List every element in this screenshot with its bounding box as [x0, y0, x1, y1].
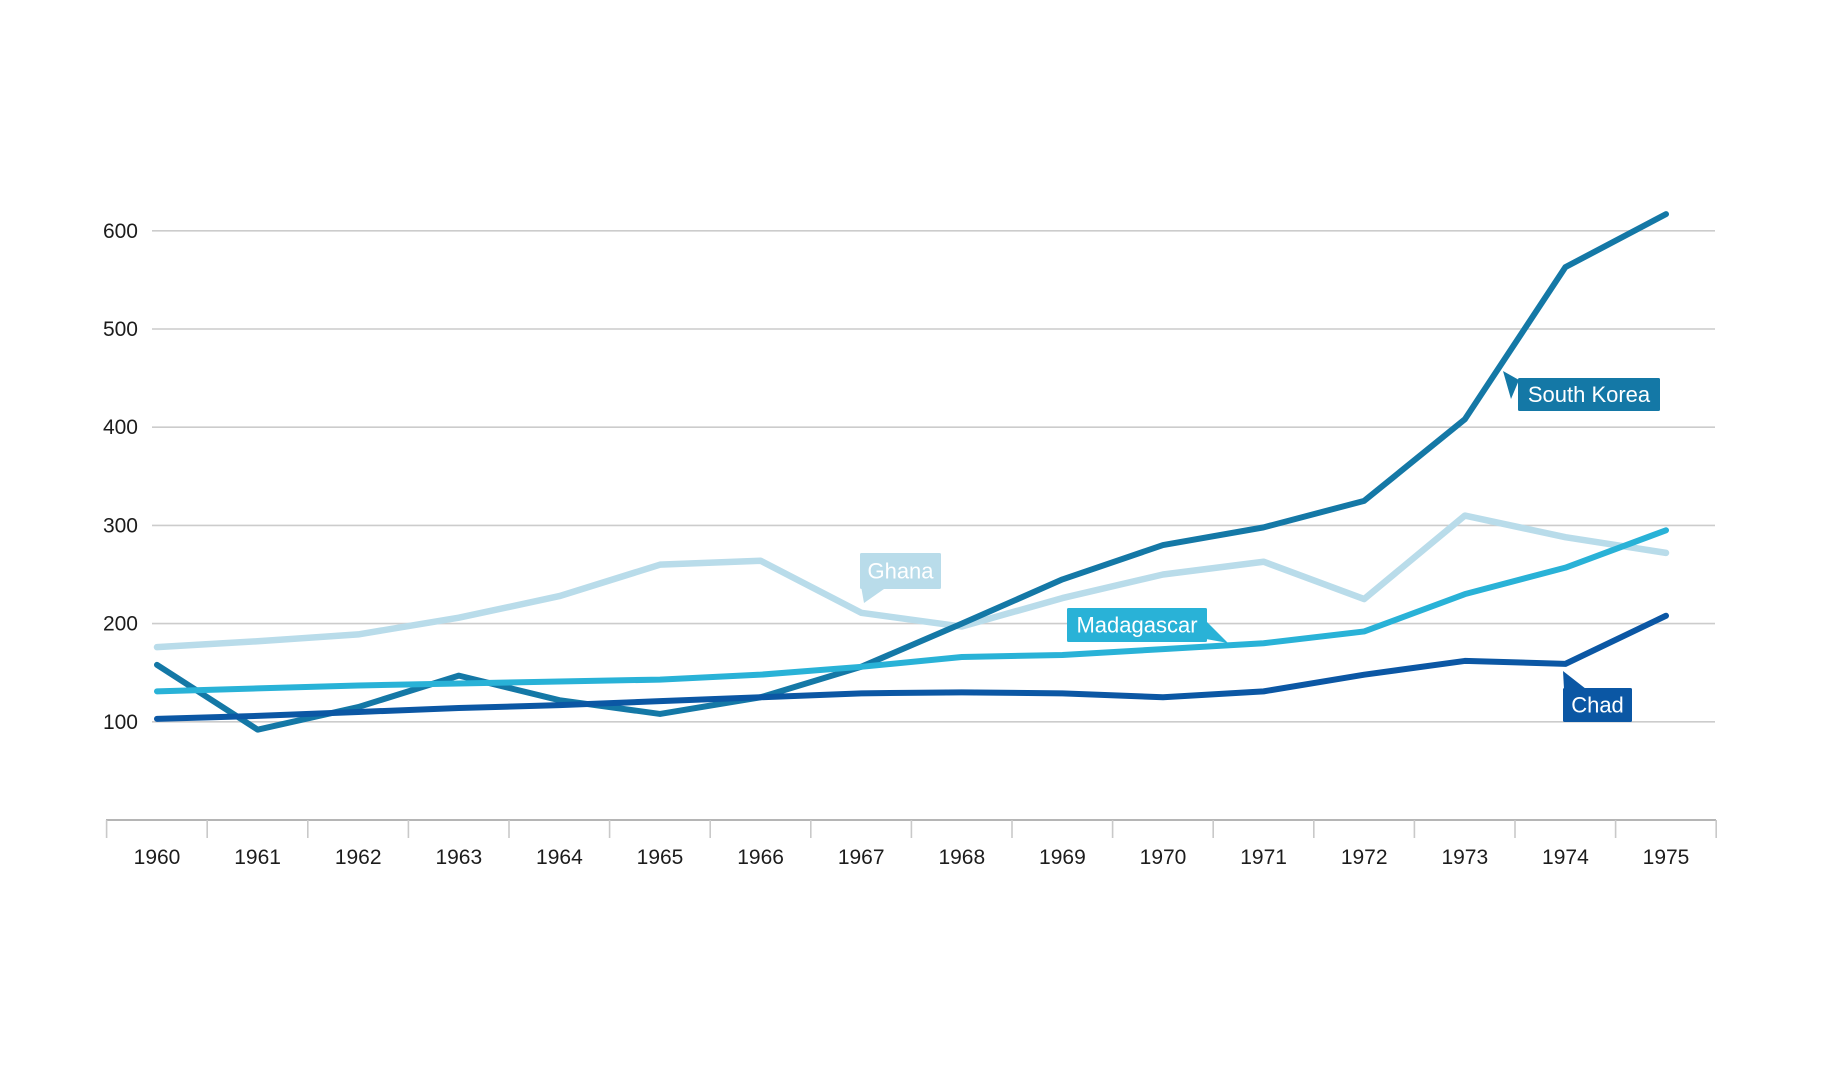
y-axis-label-600: 600 [103, 220, 138, 243]
gridlines: 100 200 300 400 500 600 [103, 220, 1715, 734]
series-label-madagascar: Madagascar [1067, 608, 1228, 643]
y-axis-label-200: 200 [103, 613, 138, 636]
y-axis-label-100: 100 [103, 711, 138, 734]
series-label-tail-south-korea [1503, 371, 1519, 399]
series-label-box-chad [1563, 688, 1632, 722]
series-label-text-ghana: Ghana [867, 559, 934, 584]
x-axis-label-1964: 1964 [536, 846, 583, 869]
series-label-chad: Chad [1563, 671, 1632, 722]
series-label-text-madagascar: Madagascar [1076, 613, 1197, 638]
x-axis-label-1968: 1968 [938, 846, 985, 869]
x-axis-label-1966: 1966 [737, 846, 784, 869]
x-axis-label-1975: 1975 [1643, 846, 1690, 869]
x-axis-label-1960: 1960 [134, 846, 181, 869]
series-label-box-ghana [860, 553, 941, 589]
x-axis: 1960 1961 1962 1963 1964 1965 1966 1967 1968 1969… [105, 819, 1717, 869]
series-label-text-south-korea: South Korea [1528, 382, 1651, 407]
x-axis-label-1969: 1969 [1039, 846, 1086, 869]
line-madagascar [154, 527, 1669, 695]
series-label-tail-ghana [861, 586, 884, 603]
series-label-tail-chad [1563, 671, 1586, 689]
x-axis-label-1963: 1963 [435, 846, 482, 869]
series-label-box-madagascar [1067, 608, 1207, 642]
x-axis-label-1967: 1967 [838, 846, 885, 869]
line-south-korea [154, 211, 1669, 733]
x-axis-label-1971: 1971 [1240, 846, 1287, 869]
x-axis-label-1973: 1973 [1441, 846, 1488, 869]
x-axis-label-1961: 1961 [234, 846, 281, 869]
line-chad [154, 612, 1669, 722]
x-axis-label-1962: 1962 [335, 846, 382, 869]
series-label-box-south-korea [1518, 378, 1660, 411]
x-axis-label-1972: 1972 [1341, 846, 1388, 869]
y-axis-label-400: 400 [103, 416, 138, 439]
series-label-ghana: Ghana [860, 553, 941, 603]
y-axis-label-500: 500 [103, 318, 138, 341]
x-axis-label-1965: 1965 [637, 846, 684, 869]
y-axis-label-300: 300 [103, 514, 138, 537]
series-label-text-chad: Chad [1571, 693, 1624, 718]
line-ghana [153, 512, 1670, 651]
x-axis-label-1970: 1970 [1140, 846, 1187, 869]
series-label-tail-madagascar [1206, 621, 1228, 643]
x-axis-label-1974: 1974 [1542, 846, 1589, 869]
series-label-south-korea: South Korea [1503, 371, 1660, 411]
